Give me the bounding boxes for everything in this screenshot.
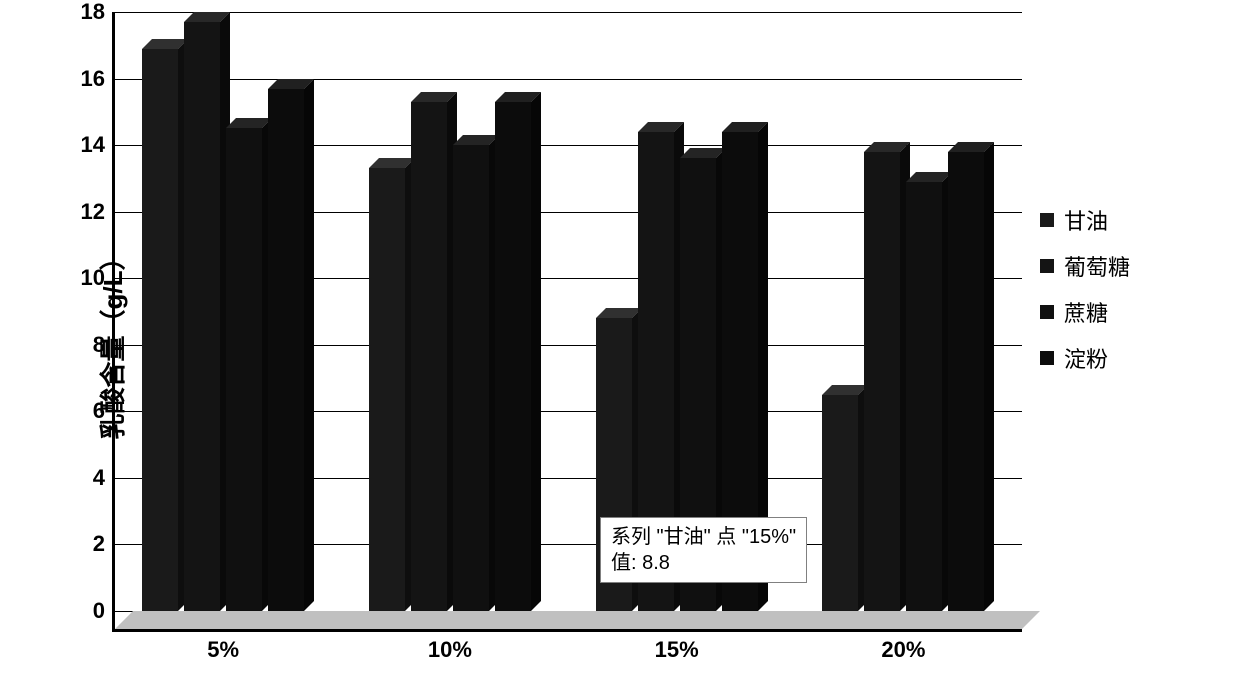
bar[interactable] (822, 395, 858, 611)
y-tick-label: 2 (93, 531, 105, 557)
bar[interactable] (495, 102, 531, 611)
y-tick-label: 16 (81, 66, 105, 92)
legend-label: 甘油 (1064, 204, 1108, 236)
y-tick-label: 10 (81, 265, 105, 291)
bar[interactable] (906, 182, 942, 611)
bar[interactable] (864, 152, 900, 611)
legend-label: 葡萄糖 (1064, 250, 1130, 282)
bars-layer (115, 12, 1022, 611)
legend-swatch (1040, 259, 1054, 273)
bar[interactable] (184, 22, 220, 611)
plot-area: 0246810121416185%10%15%20% (112, 12, 1022, 632)
chart-floor (115, 611, 1040, 629)
x-tick-label: 5% (207, 637, 239, 663)
y-tick-label: 8 (93, 332, 105, 358)
bar[interactable] (142, 49, 178, 611)
legend-swatch (1040, 351, 1054, 365)
y-tick-label: 4 (93, 465, 105, 491)
x-tick-label: 15% (655, 637, 699, 663)
y-tick-label: 0 (93, 598, 105, 624)
legend-item: 葡萄糖 (1040, 250, 1130, 282)
bar[interactable] (948, 152, 984, 611)
y-tick-label: 14 (81, 132, 105, 158)
y-tick-label: 18 (81, 0, 105, 25)
legend-label: 淀粉 (1064, 342, 1108, 374)
legend-item: 蔗糖 (1040, 296, 1130, 328)
chart-container: 乳酸含量（g/L） 0246810121416185%10%15%20% 甘油葡… (0, 0, 1239, 683)
legend-item: 淀粉 (1040, 342, 1130, 374)
legend: 甘油葡萄糖蔗糖淀粉 (1040, 190, 1130, 388)
x-tick-label: 20% (881, 637, 925, 663)
tooltip: 系列 "甘油" 点 "15%" 值: 8.8 (600, 517, 807, 583)
legend-label: 蔗糖 (1064, 296, 1108, 328)
legend-swatch (1040, 305, 1054, 319)
y-tick-label: 6 (93, 398, 105, 424)
bar[interactable] (411, 102, 447, 611)
x-tick-label: 10% (428, 637, 472, 663)
legend-swatch (1040, 213, 1054, 227)
tooltip-line2: 值: 8.8 (611, 550, 796, 576)
bar[interactable] (226, 128, 262, 611)
legend-item: 甘油 (1040, 204, 1130, 236)
bar[interactable] (453, 145, 489, 611)
bar[interactable] (268, 89, 304, 611)
bar[interactable] (369, 168, 405, 611)
tooltip-line1: 系列 "甘油" 点 "15%" (611, 524, 796, 550)
y-tick-label: 12 (81, 199, 105, 225)
